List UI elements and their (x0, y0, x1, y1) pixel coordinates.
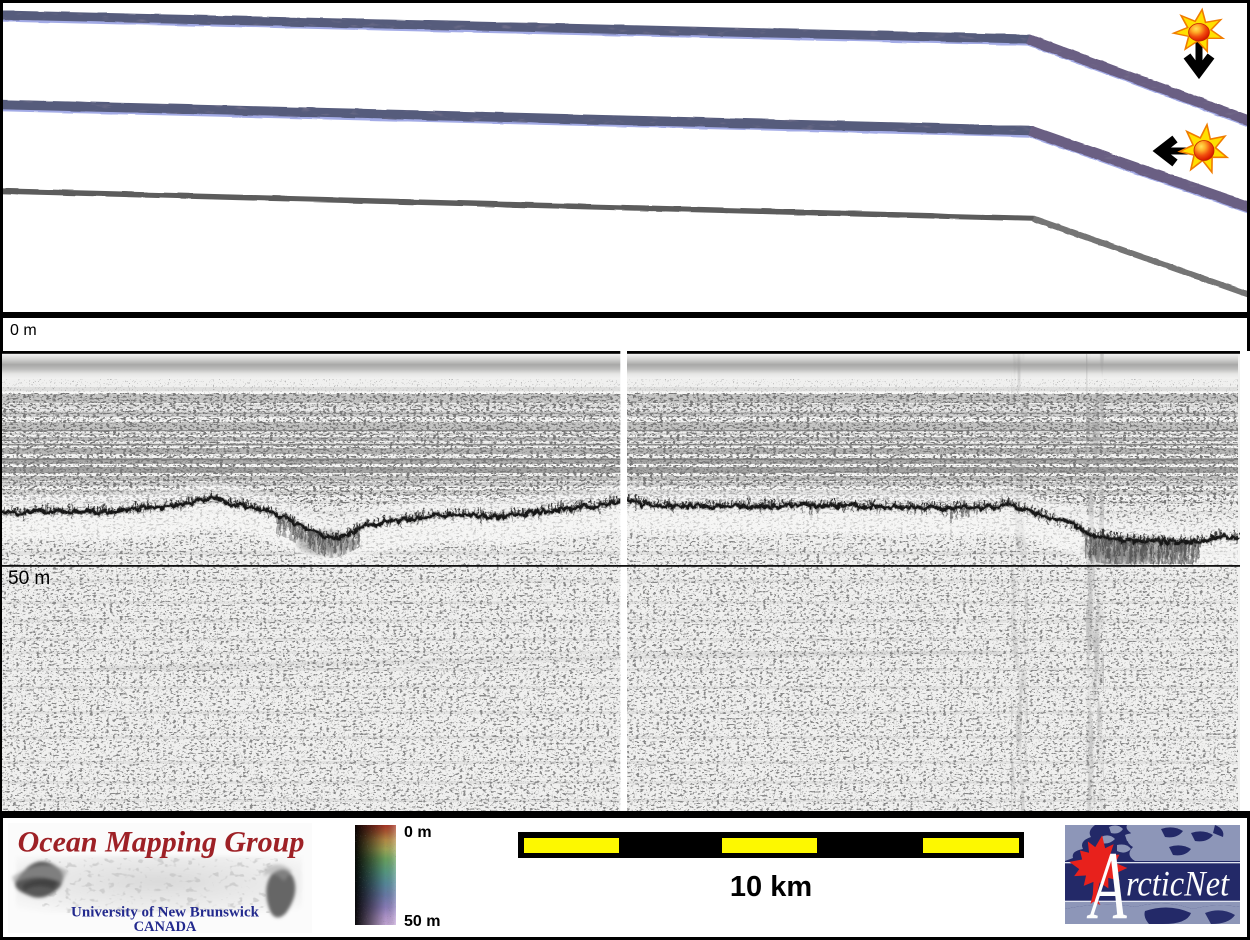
svg-text:Ocean Mapping Group: Ocean Mapping Group (18, 826, 305, 859)
svg-text:CANADA: CANADA (134, 919, 197, 933)
svg-text:50 m: 50 m (8, 568, 50, 589)
svg-text:A: A (1086, 833, 1127, 924)
svg-text:University of New Brunswick: University of New Brunswick (71, 905, 260, 921)
svg-text:rcticNet: rcticNet (1126, 864, 1231, 904)
